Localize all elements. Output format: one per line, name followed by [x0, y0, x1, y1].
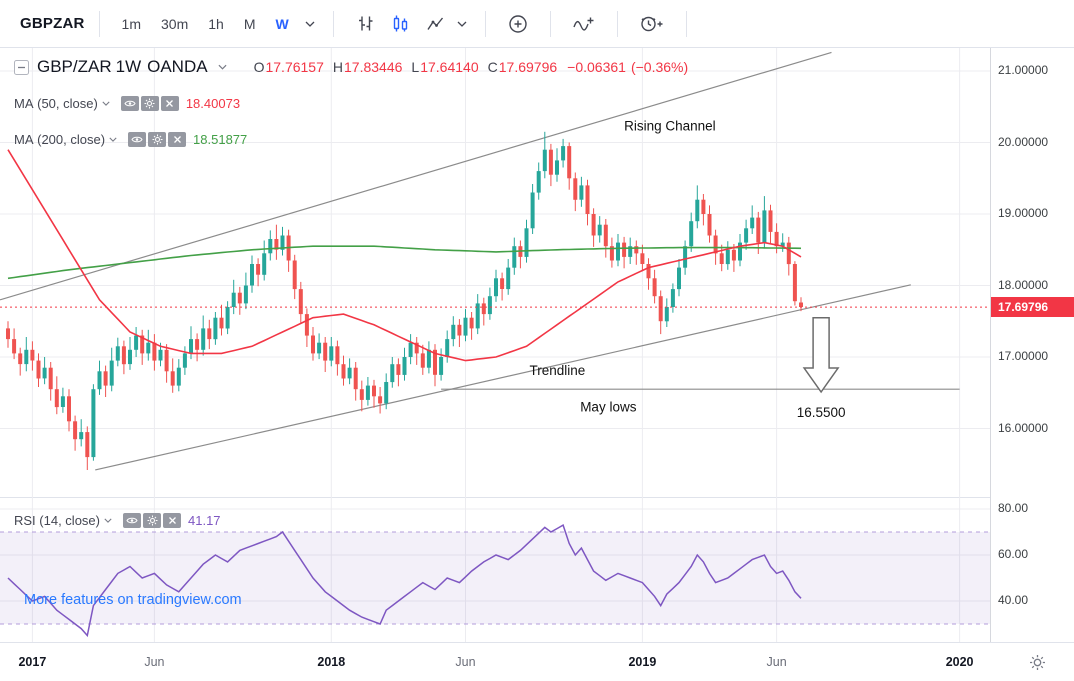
area-chart-style-icon[interactable]	[418, 9, 453, 38]
legend-interval[interactable]: 1W	[115, 57, 142, 76]
price-chart-canvas[interactable]: Rising Channel Trendline May lows 16.5500	[0, 48, 990, 497]
panel-separator[interactable]	[0, 497, 1074, 498]
price-tick-label: 19.00000	[998, 206, 1049, 220]
ma50-label[interactable]: MA (50, close)	[14, 95, 98, 111]
close-icon[interactable]	[168, 131, 187, 147]
time-tick-label: Jun	[455, 655, 476, 669]
low-label: L	[411, 59, 420, 75]
time-tick-label: 2017	[18, 655, 47, 669]
eye-icon[interactable]	[120, 95, 139, 111]
alert-icon[interactable]	[632, 9, 672, 39]
tradingview-watermark-link[interactable]: More features on tradingview.com	[24, 592, 242, 608]
time-tick-label: 2020	[945, 655, 974, 669]
down-arrow-annotation[interactable]	[802, 316, 840, 394]
chart-annotation-text[interactable]: Trendline	[530, 363, 586, 378]
toolbar-separator	[332, 10, 334, 37]
time-tick-label: 2018	[317, 655, 346, 669]
price-axis[interactable]: 21.00000 20.00000 19.00000 18.00000 17.00000…	[990, 48, 1074, 681]
ma50-value: 18.40073	[185, 95, 241, 111]
price-tick-label: 17.00000	[998, 349, 1049, 363]
legend-collapse-button[interactable]	[14, 59, 29, 75]
toolbar-separator	[616, 10, 618, 37]
interval-1m-button[interactable]: 1m	[114, 11, 149, 37]
close-icon[interactable]	[160, 95, 179, 111]
legend-symbol[interactable]: GBP/ZAR	[37, 57, 112, 76]
chart-style-chevron-icon[interactable]	[453, 19, 471, 29]
toolbar-separator	[549, 10, 551, 37]
close-value: 17.69796	[498, 59, 558, 75]
eye-icon[interactable]	[128, 131, 147, 147]
eye-icon[interactable]	[123, 512, 141, 528]
chart-annotation-text[interactable]: May lows	[580, 399, 637, 414]
chevron-down-icon[interactable]	[214, 62, 231, 72]
interval-menu-chevron-icon[interactable]	[301, 19, 319, 29]
rsi-legend-row: RSI (14, close) 41.17	[14, 509, 221, 531]
close-label: C	[487, 59, 498, 75]
change-value: −0.06361	[567, 59, 626, 75]
low-value: 17.64140	[420, 59, 479, 75]
rsi-tick-label: 80.00	[998, 501, 1029, 515]
settings-icon[interactable]	[1029, 654, 1046, 676]
toolbar-separator	[98, 10, 100, 37]
chart-annotation-text[interactable]: Rising Channel	[624, 118, 716, 133]
gear-icon[interactable]	[148, 131, 167, 147]
rsi-tick-label: 60.00	[998, 547, 1029, 561]
bars-chart-style-icon[interactable]	[348, 9, 383, 38]
time-tick-label: 2019	[628, 655, 657, 669]
open-value: 17.76157	[265, 59, 324, 75]
rsi-controls	[123, 512, 181, 528]
time-tick-label: Jun	[766, 655, 787, 669]
rsi-chart-canvas[interactable]	[0, 497, 990, 642]
time-axis[interactable]: 2017 Jun 2018 Jun 2019 Jun 2020	[0, 642, 1074, 681]
rsi-label[interactable]: RSI (14, close)	[14, 512, 100, 528]
chevron-down-icon[interactable]	[105, 135, 121, 144]
ma200-legend-row: MA (200, close) 18.51877	[14, 128, 688, 150]
price-tick-label: 16.00000	[998, 420, 1049, 435]
ma200-value: 18.51877	[193, 131, 248, 147]
high-value: 17.83446	[344, 59, 403, 75]
price-tick-label: 20.00000	[998, 134, 1049, 149]
interval-1W-button[interactable]: W	[267, 11, 296, 37]
price-tick-label: 18.00000	[998, 277, 1049, 292]
chevron-down-icon[interactable]	[100, 516, 116, 525]
ohlc-values: O 17.76157 H 17.83446 L 17.64140 C 17.69796 …	[245, 59, 689, 75]
ma200-label[interactable]: MA (200, close)	[14, 131, 106, 147]
chart-annotation-text[interactable]: 16.5500	[797, 405, 846, 420]
gear-icon[interactable]	[140, 95, 159, 111]
interval-30m-button[interactable]: 30m	[153, 11, 196, 37]
change-percent: (−0.36%)	[630, 59, 689, 75]
interval-1h-button[interactable]: 1h	[200, 11, 232, 37]
price-tick-label: 21.00000	[998, 63, 1049, 77]
rsi-tick-label: 40.00	[998, 593, 1029, 607]
ma50-legend-row: MA (50, close) 18.40073	[14, 92, 688, 114]
ma200-line	[7, 245, 802, 280]
toolbar-separator	[685, 10, 687, 37]
candles-chart-style-icon[interactable]	[383, 9, 418, 38]
compare-add-symbol-icon[interactable]	[500, 9, 536, 39]
candlestick-series	[6, 131, 803, 470]
indicators-icon[interactable]	[565, 9, 603, 39]
interval-buttons: 1m 30m 1h M W	[114, 11, 319, 37]
chart-legend: GBP/ZAR 1W OANDA O 17.76157 H 17.83446 L 17…	[14, 56, 688, 150]
ma50-controls	[120, 95, 179, 111]
gear-icon[interactable]	[143, 512, 161, 528]
toolbar-separator	[484, 10, 486, 37]
interval-1M-button[interactable]: M	[236, 11, 264, 37]
symbol-legend-row: GBP/ZAR 1W OANDA O 17.76157 H 17.83446 L 17…	[14, 56, 688, 78]
open-label: O	[253, 59, 265, 75]
top-toolbar: GBPZAR 1m 30m 1h M W	[0, 0, 1074, 48]
symbol-search-button[interactable]: GBPZAR	[20, 15, 85, 32]
close-icon[interactable]	[163, 512, 181, 528]
rsi-value: 41.17	[188, 512, 221, 528]
chevron-down-icon[interactable]	[98, 99, 114, 108]
ma200-controls	[128, 131, 187, 147]
rsi-line	[7, 523, 802, 638]
time-tick-label: Jun	[144, 655, 165, 669]
legend-exchange[interactable]: OANDA	[147, 57, 208, 76]
ma50-line	[7, 149, 802, 362]
last-price-label: 17.69796	[991, 297, 1074, 318]
high-label: H	[332, 59, 344, 75]
